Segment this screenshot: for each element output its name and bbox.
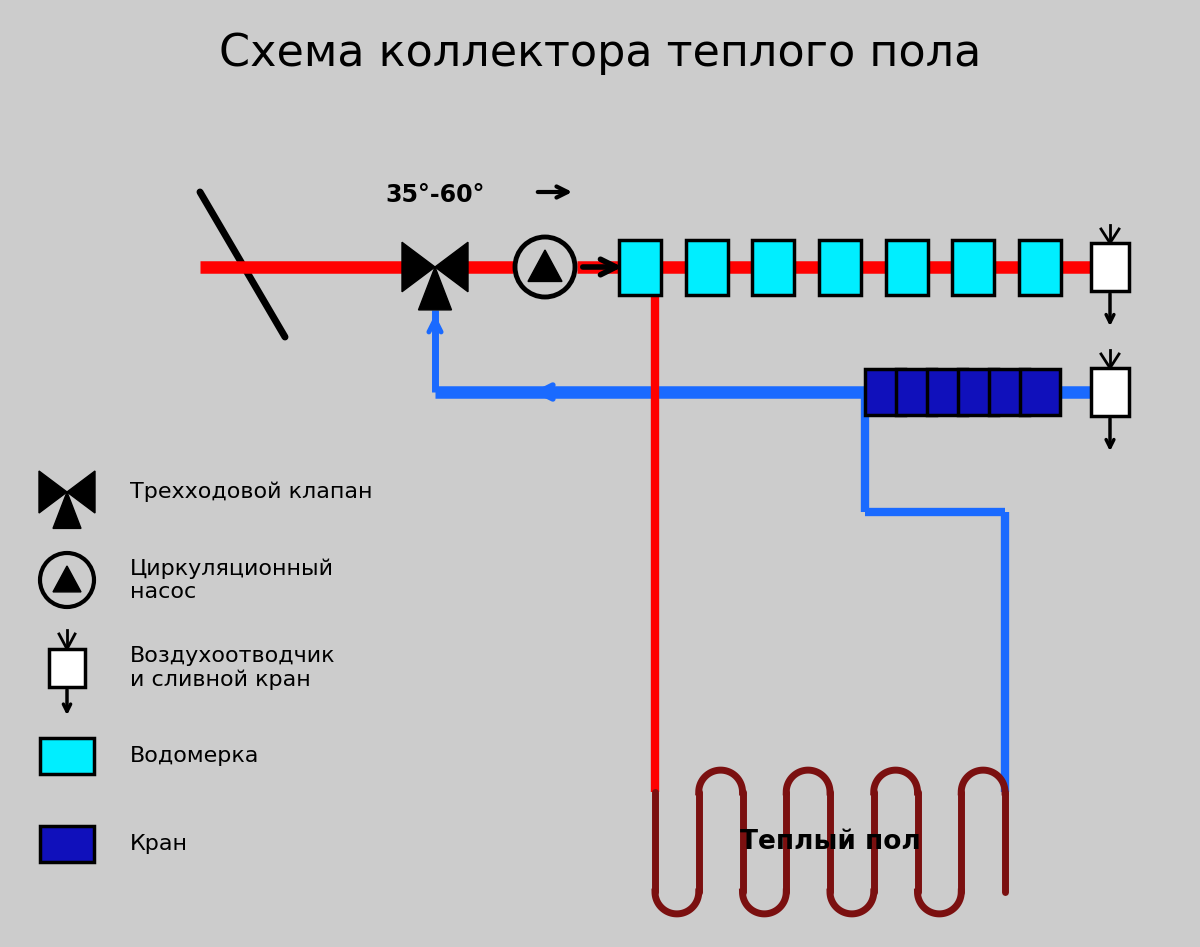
Text: Водомерка: Водомерка [130,746,259,766]
Text: Кран: Кран [130,834,188,854]
FancyBboxPatch shape [953,240,995,295]
Text: Циркуляционный
насос: Циркуляционный насос [130,558,334,602]
Polygon shape [402,242,434,292]
FancyBboxPatch shape [989,369,1030,415]
Text: Теплый пол: Теплый пол [739,829,920,855]
Text: Схема коллектора теплого пола: Схема коллектора теплого пола [218,32,982,75]
FancyBboxPatch shape [40,826,94,862]
FancyBboxPatch shape [619,240,661,295]
Text: 35°-60°: 35°-60° [385,183,485,207]
FancyBboxPatch shape [1091,368,1129,416]
FancyBboxPatch shape [1019,240,1061,295]
Polygon shape [53,492,82,528]
Polygon shape [419,267,451,310]
FancyBboxPatch shape [40,738,94,774]
Polygon shape [38,471,67,513]
Text: Воздухоотводчик
и сливной кран: Воздухоотводчик и сливной кран [130,646,336,690]
FancyBboxPatch shape [818,240,862,295]
FancyBboxPatch shape [865,369,905,415]
FancyBboxPatch shape [886,240,928,295]
FancyBboxPatch shape [752,240,794,295]
Polygon shape [528,250,562,281]
FancyBboxPatch shape [896,369,936,415]
FancyBboxPatch shape [928,369,967,415]
FancyBboxPatch shape [685,240,727,295]
FancyBboxPatch shape [1091,243,1129,291]
Polygon shape [67,471,95,513]
Polygon shape [53,566,82,592]
Text: Трехходовой клапан: Трехходовой клапан [130,482,372,502]
FancyBboxPatch shape [1020,369,1060,415]
FancyBboxPatch shape [958,369,998,415]
Polygon shape [434,242,468,292]
FancyBboxPatch shape [49,649,85,687]
